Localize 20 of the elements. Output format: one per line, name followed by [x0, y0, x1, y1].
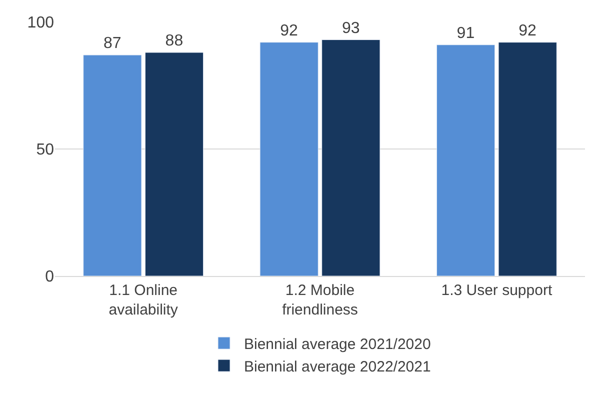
data-label: 92	[518, 22, 537, 40]
y-tick-label: 50	[36, 142, 54, 159]
x-tick-label: 1.2 Mobile friendliness	[282, 282, 358, 318]
bar	[83, 54, 142, 276]
data-label: 87	[103, 35, 122, 52]
x-tick-label: 1.3 User support	[441, 282, 553, 299]
data-label: 93	[342, 20, 360, 37]
data-label: 88	[165, 32, 184, 50]
y-tick-label: 0	[45, 268, 54, 286]
bar	[498, 42, 557, 276]
data-label: 91	[456, 24, 475, 42]
bar	[260, 42, 318, 276]
x-tick-label: 1.1 Online availability	[108, 282, 178, 318]
bar	[436, 44, 496, 276]
legend-label: Biennial average 2022/2021	[244, 358, 431, 376]
y-tick-label: 100	[27, 14, 54, 32]
legend-label: Biennial average 2021/2020	[244, 336, 431, 353]
bar	[144, 52, 204, 276]
bar	[322, 40, 380, 276]
data-label: 92	[280, 22, 298, 40]
